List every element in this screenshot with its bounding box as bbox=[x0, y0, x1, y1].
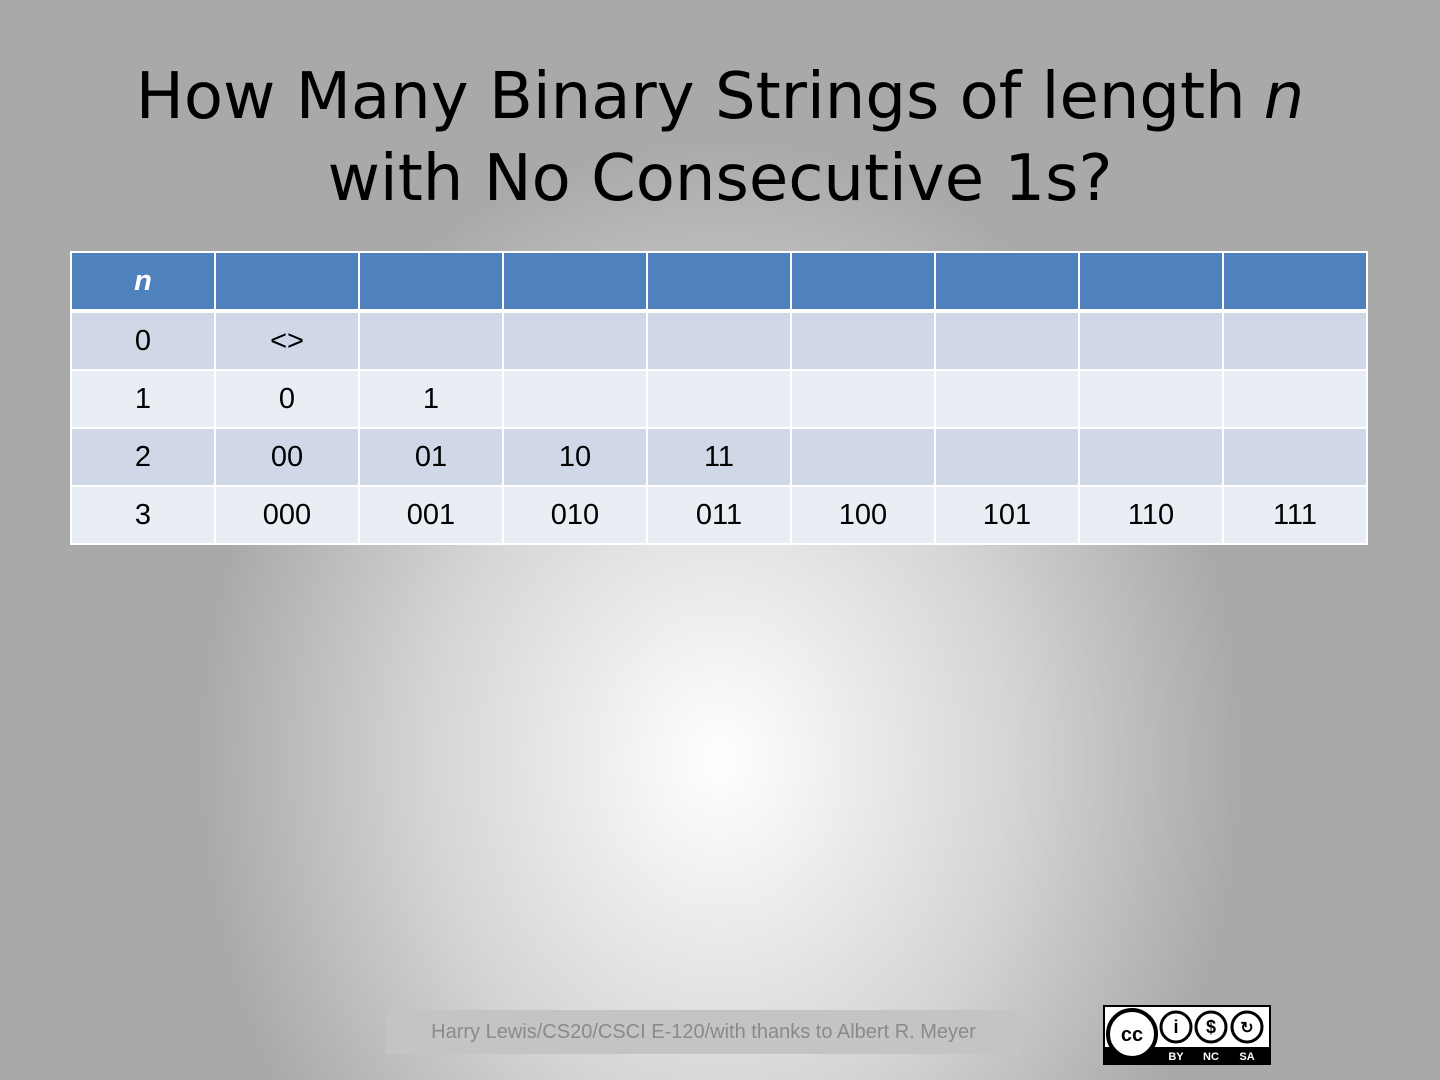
table-cell bbox=[502, 369, 648, 429]
table-cell bbox=[358, 310, 504, 371]
table-cell bbox=[790, 369, 936, 429]
table-cell bbox=[646, 251, 792, 313]
svg-text:↻: ↻ bbox=[1240, 1020, 1253, 1037]
table-cell bbox=[934, 369, 1080, 429]
license-label: BY bbox=[1168, 1051, 1184, 1063]
table-cell: 10 bbox=[502, 427, 648, 487]
table-cell bbox=[1078, 251, 1224, 313]
table-cell: 2 bbox=[70, 427, 216, 487]
table-cell: 011 bbox=[646, 485, 792, 545]
table-cell: 1 bbox=[358, 369, 504, 429]
table-row: 0 <> bbox=[70, 310, 1368, 371]
svg-text:cc: cc bbox=[1121, 1024, 1143, 1046]
table-cell bbox=[1222, 427, 1368, 487]
svg-text:i: i bbox=[1173, 1017, 1178, 1037]
table-cell: n bbox=[70, 251, 216, 313]
table-cell bbox=[1222, 369, 1368, 429]
table-cell: 0 bbox=[70, 310, 216, 371]
table-cell bbox=[1078, 369, 1224, 429]
table-cell: 01 bbox=[358, 427, 504, 487]
slide-title: How Many Binary Strings of length n with … bbox=[0, 56, 1440, 220]
license-label: SA bbox=[1239, 1051, 1254, 1063]
table-cell bbox=[502, 310, 648, 371]
title-variable: n bbox=[1263, 60, 1305, 134]
table-cell bbox=[214, 251, 360, 313]
license-badge: cc i $ ↻ BY NC SA bbox=[1103, 1005, 1271, 1065]
page-number: 6 bbox=[1340, 1020, 1352, 1042]
table-cell: 00 bbox=[214, 427, 360, 487]
table-cell: 111 bbox=[1222, 485, 1368, 545]
table-cell: 1 bbox=[70, 369, 216, 429]
table-cell bbox=[790, 427, 936, 487]
table-cell bbox=[502, 251, 648, 313]
table-cell: 0 bbox=[214, 369, 360, 429]
table-cell bbox=[646, 310, 792, 371]
credit: Harry Lewis/CS20/CSCI E-120/with thanks … bbox=[386, 1010, 1021, 1054]
table-cell: 000 bbox=[214, 485, 360, 545]
table-cell: 101 bbox=[934, 485, 1080, 545]
table-cell bbox=[1222, 251, 1368, 313]
strings-table: n 0 <> 1 0 1 2 00 01 10 11 3 000 001 010 011 100 101 110 11… bbox=[70, 251, 1368, 545]
date: 2/27/12 bbox=[87, 1020, 154, 1042]
table-cell bbox=[934, 251, 1080, 313]
license-label: NC bbox=[1203, 1051, 1219, 1063]
table-cell: 001 bbox=[358, 485, 504, 545]
table-cell bbox=[934, 310, 1080, 371]
table-cell bbox=[1078, 310, 1224, 371]
table-cell: 100 bbox=[790, 485, 936, 545]
table-cell: 3 bbox=[70, 485, 216, 545]
title-line: How Many Binary Strings of length bbox=[135, 60, 1246, 134]
table-row: n bbox=[70, 251, 1368, 313]
table-cell bbox=[1078, 427, 1224, 487]
table-cell bbox=[1222, 310, 1368, 371]
table-row: 2 00 01 10 11 bbox=[70, 427, 1368, 487]
title-line: with No Consecutive 1s? bbox=[327, 142, 1113, 216]
svg-text:$: $ bbox=[1206, 1017, 1216, 1037]
table-cell: <> bbox=[214, 310, 360, 371]
table-cell bbox=[358, 251, 504, 313]
table-cell bbox=[790, 251, 936, 313]
table-cell: 010 bbox=[502, 485, 648, 545]
table-cell bbox=[790, 310, 936, 371]
table-cell: 110 bbox=[1078, 485, 1224, 545]
table-row: 3 000 001 010 011 100 101 110 111 bbox=[70, 485, 1368, 545]
table-cell bbox=[934, 427, 1080, 487]
table-cell: 11 bbox=[646, 427, 792, 487]
table-cell bbox=[646, 369, 792, 429]
